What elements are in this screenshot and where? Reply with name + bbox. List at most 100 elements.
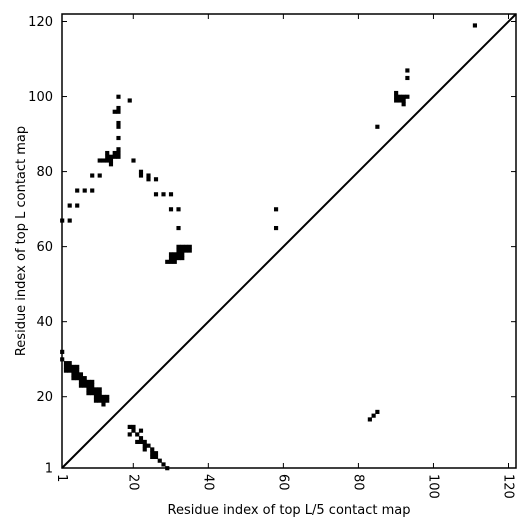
- contact-point: [93, 394, 99, 399]
- contact-point: [153, 192, 159, 197]
- contact-point: [105, 154, 110, 159]
- x-tick-label: 60: [275, 474, 290, 491]
- contact-point: [75, 376, 80, 381]
- contact-point: [135, 439, 140, 445]
- y-tick-label: 80: [36, 165, 53, 180]
- contact-point: [86, 391, 91, 396]
- contact-point: [180, 248, 185, 253]
- contact-point: [135, 432, 140, 437]
- contact-point: [90, 391, 95, 396]
- y-tick-label: 1: [45, 462, 53, 477]
- contact-point: [142, 447, 147, 452]
- contact-point: [108, 162, 114, 167]
- contact-point: [86, 379, 91, 384]
- contact-point: [161, 192, 166, 197]
- contact-point: [142, 439, 147, 445]
- y-tick-label: 40: [36, 315, 53, 330]
- contact-point: [367, 417, 372, 422]
- contact-point: [71, 364, 76, 369]
- contact-point: [90, 383, 95, 388]
- contact-point: [75, 188, 80, 193]
- contact-point: [127, 432, 132, 437]
- contact-point: [71, 376, 76, 381]
- contact-point: [78, 376, 84, 381]
- contact-point: [75, 203, 80, 208]
- contact-point: [82, 188, 87, 193]
- contact-point: [75, 364, 80, 369]
- contact-point: [183, 244, 189, 249]
- contact-point: [97, 158, 102, 163]
- contact-point: [82, 383, 87, 388]
- contact-point: [90, 387, 95, 392]
- contact-point: [146, 177, 151, 182]
- contact-point: [116, 124, 121, 129]
- contact-point: [168, 192, 174, 197]
- contact-point: [397, 94, 402, 99]
- contact-point: [394, 98, 399, 103]
- contact-point: [97, 173, 102, 178]
- contact-point: [176, 225, 181, 231]
- contact-point: [150, 447, 155, 452]
- contact-point: [168, 259, 174, 264]
- contact-point: [97, 394, 102, 399]
- x-tick-label: 20: [125, 474, 140, 491]
- contact-point: [86, 383, 91, 388]
- contact-point: [82, 379, 87, 384]
- contact-point: [93, 391, 99, 396]
- contact-point: [67, 361, 72, 366]
- contact-point: [153, 454, 159, 460]
- contact-point: [90, 379, 95, 384]
- contact-point: [180, 252, 185, 257]
- contact-point: [138, 169, 144, 174]
- contact-point: [371, 413, 376, 418]
- contact-point: [138, 173, 144, 178]
- contact-point: [172, 256, 177, 261]
- contact-point: [168, 252, 174, 257]
- contact-point: [472, 23, 477, 28]
- contact-point: [131, 428, 136, 433]
- contact-point: [97, 391, 102, 396]
- contact-point: [183, 248, 189, 253]
- contact-point: [394, 90, 399, 96]
- diagonal-line: [61, 13, 517, 469]
- contact-point: [101, 158, 106, 163]
- contact-point: [176, 244, 181, 249]
- contact-point: [127, 424, 132, 429]
- contact-point: [112, 150, 117, 156]
- contact-point: [90, 188, 95, 193]
- contact-point: [401, 98, 406, 103]
- contact-point: [180, 256, 185, 261]
- y-tick-label: 20: [36, 390, 53, 405]
- contact-point: [93, 398, 99, 403]
- contact-point: [176, 248, 181, 253]
- contact-point: [101, 402, 106, 407]
- contact-point: [63, 364, 69, 369]
- contact-point: [172, 252, 177, 257]
- contact-point: [97, 398, 102, 403]
- contact-point: [108, 158, 114, 163]
- contact-point: [131, 158, 136, 163]
- contact-point: [187, 244, 192, 249]
- contact-point: [168, 207, 174, 212]
- contact-point: [75, 372, 80, 377]
- contact-point: [138, 428, 144, 433]
- y-tick-label: 120: [28, 15, 53, 30]
- contact-point: [168, 256, 174, 261]
- contact-point: [161, 462, 166, 467]
- contact-point: [397, 98, 402, 103]
- contact-point: [101, 394, 106, 399]
- contact-point: [75, 368, 80, 373]
- contact-point: [116, 120, 121, 126]
- y-tick-label: 60: [36, 240, 53, 255]
- contact-point: [401, 94, 406, 99]
- contact-point: [157, 458, 162, 463]
- contact-point: [405, 68, 410, 73]
- contact-point: [180, 244, 185, 249]
- contact-point: [71, 368, 76, 373]
- contact-point: [146, 173, 151, 178]
- contact-point: [78, 372, 84, 377]
- contact-point: [150, 454, 155, 460]
- contact-point: [93, 387, 99, 392]
- contact-point: [97, 387, 102, 392]
